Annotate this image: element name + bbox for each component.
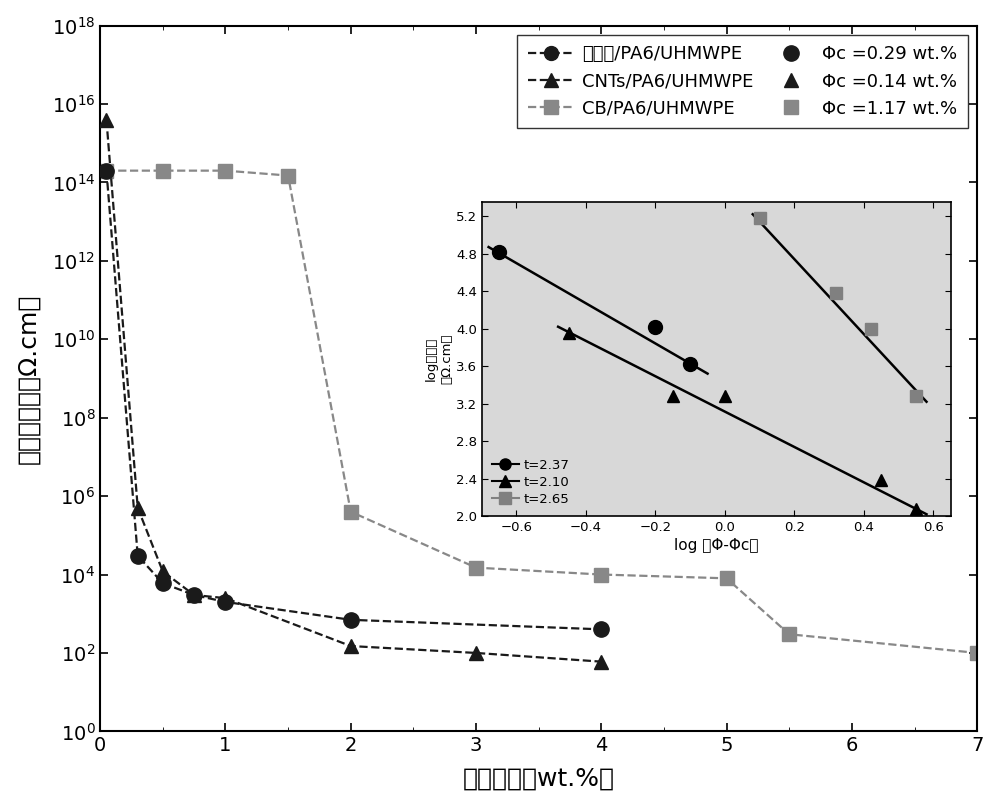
X-axis label: 导电填料（wt.%）: 导电填料（wt.%） — [463, 767, 615, 790]
Y-axis label: 体积电阻率（Ω.cm）: 体积电阻率（Ω.cm） — [17, 293, 41, 464]
Legend: 石墨烯/PA6/UHMWPE, CNTs/PA6/UHMWPE, CB/PA6/UHMWPE, Φc =0.29 wt.%, Φc =0.14 wt.%, Φc: 石墨烯/PA6/UHMWPE, CNTs/PA6/UHMWPE, CB/PA6/… — [517, 35, 968, 128]
